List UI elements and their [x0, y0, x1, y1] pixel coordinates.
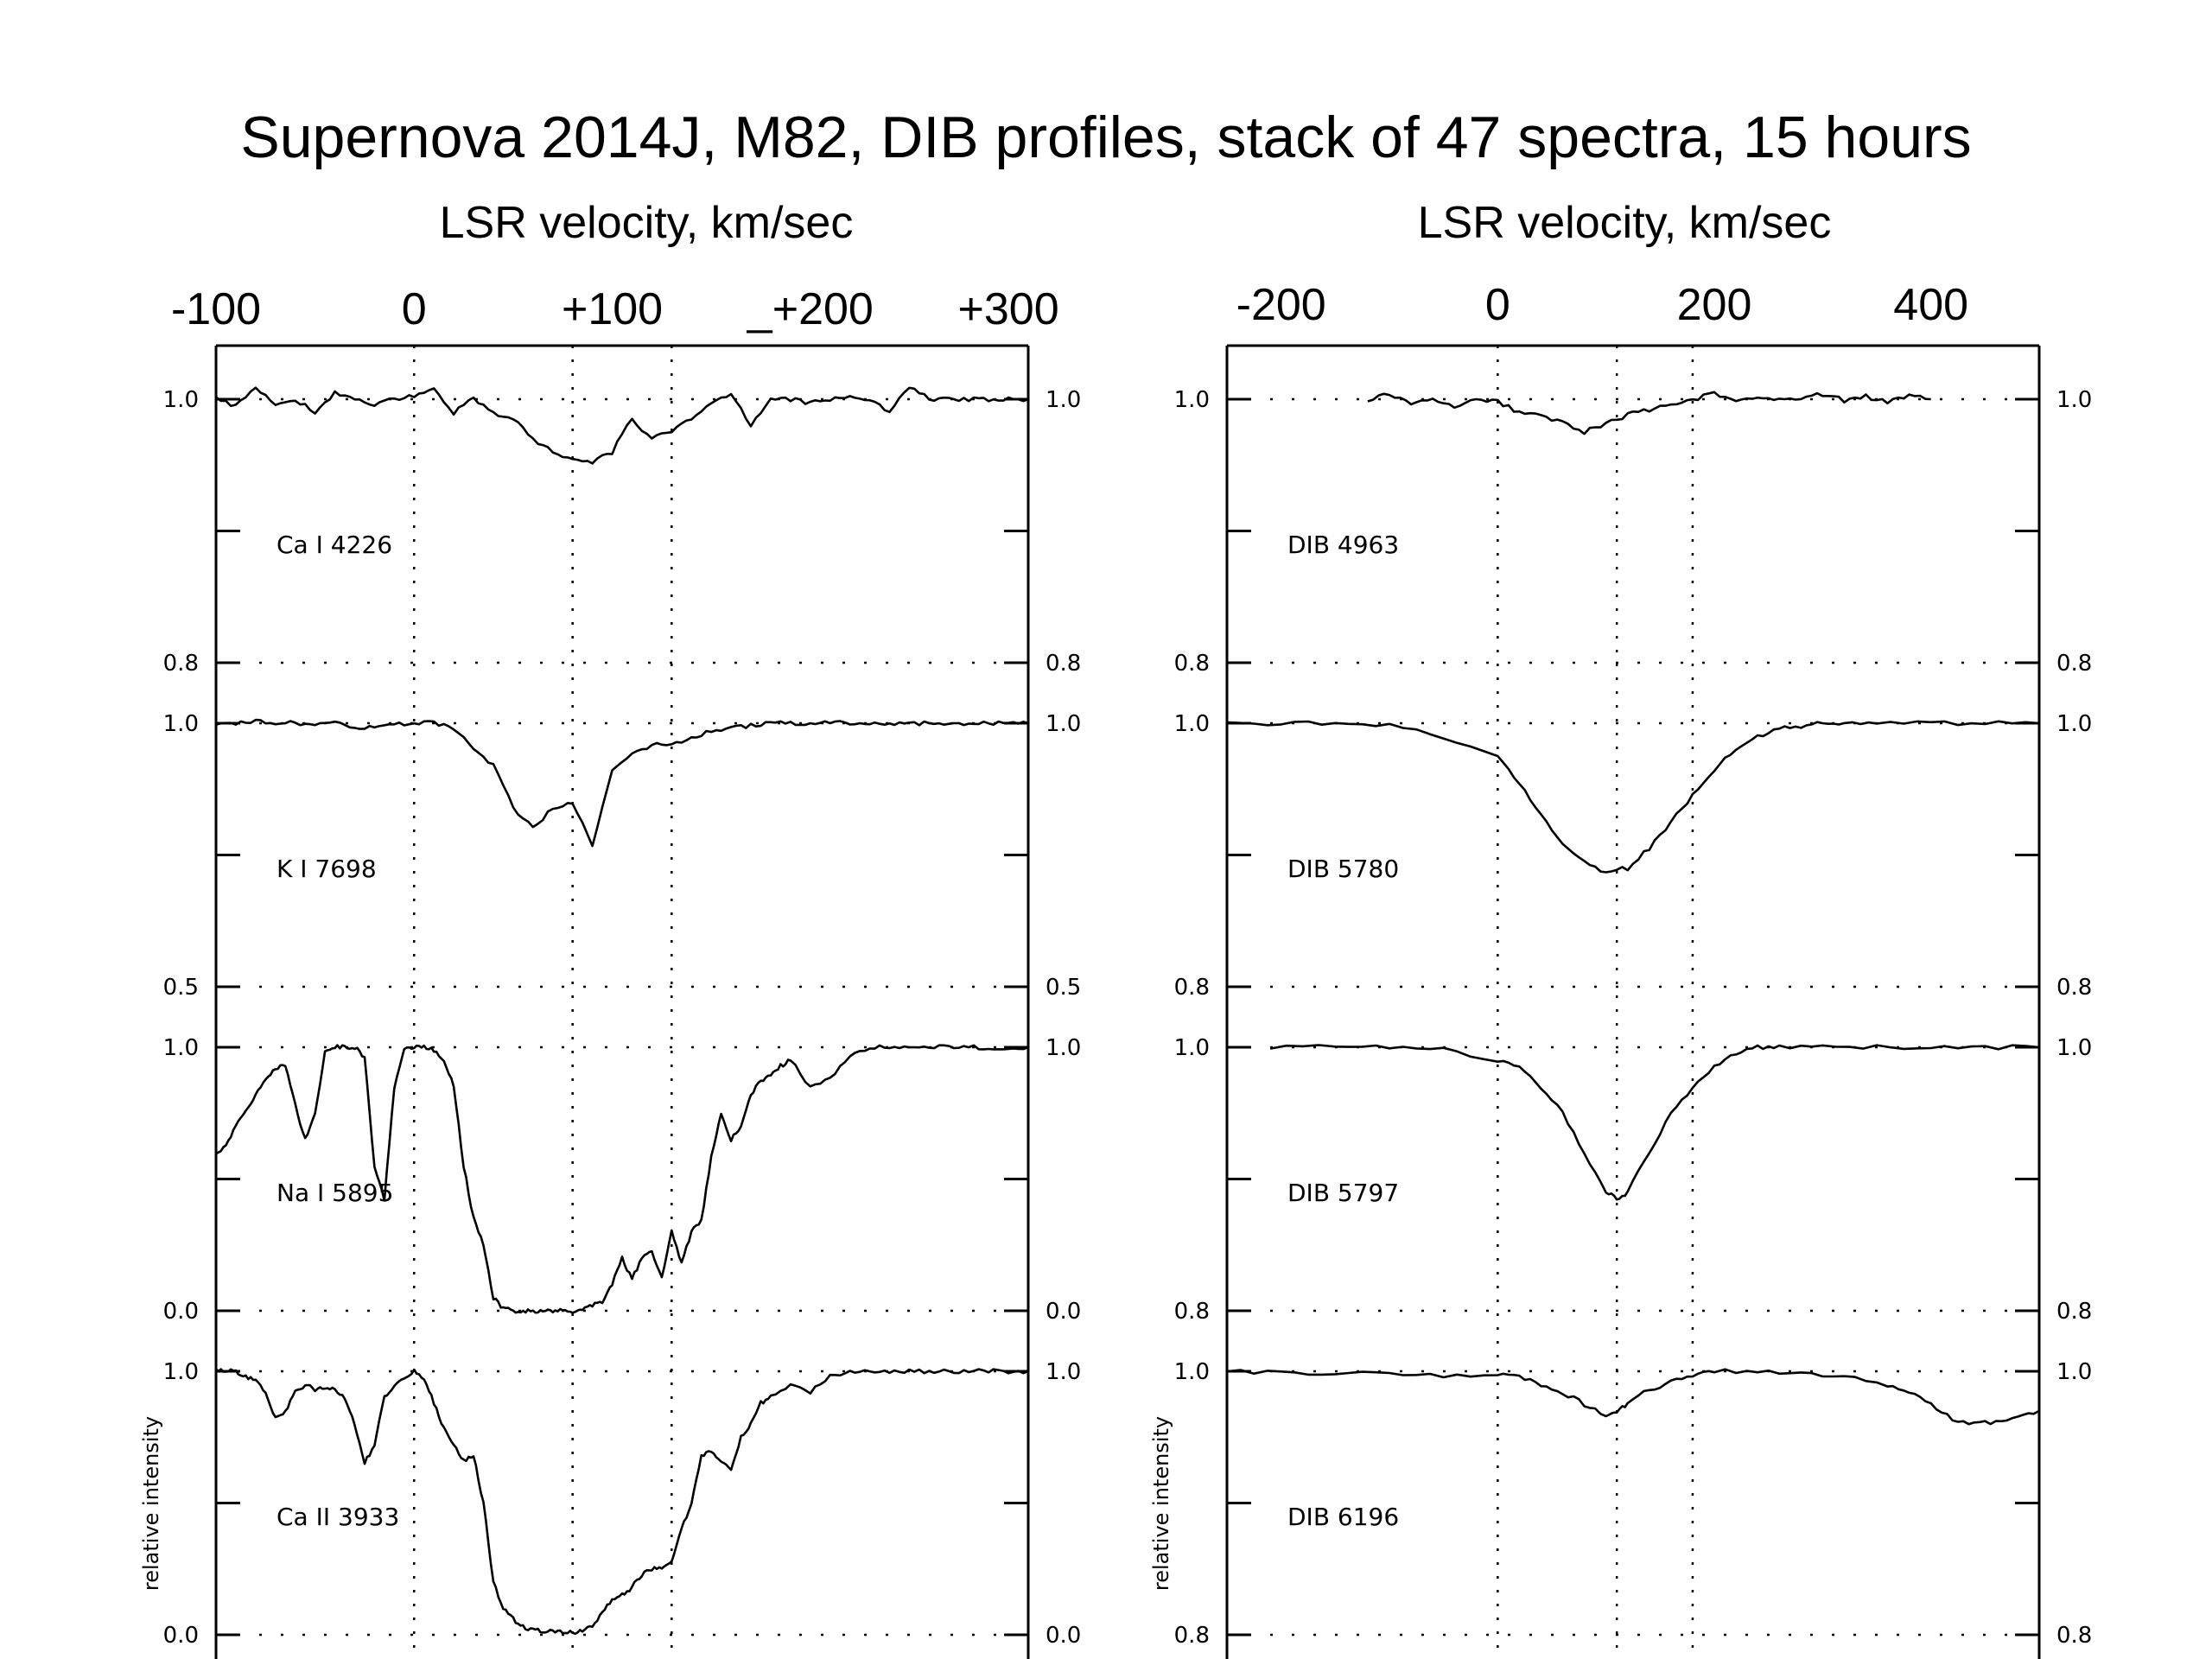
right-chart: LSR velocity, km/sec relative intensity …: [1149, 198, 2092, 1659]
right-y-axis-label: relative intensity: [1149, 1416, 1173, 1591]
right-ytick-label-right: 1.0: [2056, 1359, 2092, 1385]
left-top-tick-label: +100: [562, 284, 663, 334]
left-ytick-label-right: 1.0: [1046, 711, 1081, 737]
right-ytick-label-right: 1.0: [2056, 1035, 2092, 1061]
left-panels: -100 0 +100 _+200 +300 1.0 1.0 0.8 0.8 Ca I 4226 1…: [163, 284, 1081, 1659]
right-ytick-label-right: 0.8: [2056, 1299, 2092, 1325]
left-top-tick-label: _+200: [747, 284, 874, 334]
left-top-tick-label: +300: [958, 284, 1059, 334]
left-y-axis-label: relative intensity: [139, 1416, 163, 1591]
left-ytick-label-right: 1.0: [1046, 387, 1081, 413]
left-ytick-label-left: 1.0: [163, 1035, 199, 1061]
right-top-tick-label: 0: [1485, 280, 1510, 330]
left-panel-label: Ca I 4226: [276, 531, 392, 559]
right-ytick-label-right: 1.0: [2056, 387, 2092, 413]
right-ytick-label-left: 1.0: [1174, 387, 1210, 413]
left-ytick-label-right: 0.0: [1046, 1299, 1081, 1325]
right-top-tick-label: -200: [1236, 280, 1326, 330]
right-panels: -200 0 200 400 1.0 1.0 0.8 0.8 DIB 4963 1.0 1.0 0.8…: [1174, 280, 2092, 1659]
right-top-tick-label: 200: [1677, 280, 1752, 330]
left-ytick-label-right: 0.0: [1046, 1623, 1081, 1649]
right-ytick-label-left: 0.8: [1174, 1623, 1210, 1649]
right-ytick-label-left: 0.8: [1174, 1299, 1210, 1325]
left-ytick-label-left: 0.8: [163, 651, 199, 677]
right-panel-label: DIB 4963: [1287, 531, 1399, 559]
left-panel-label: Na I 5895: [276, 1179, 393, 1207]
right-spectrum-dib-6196: [1226, 1368, 2040, 1426]
left-ytick-label-left: 0.5: [163, 975, 199, 1001]
left-panel-label: Ca II 3933: [276, 1503, 399, 1531]
left-ytick-label-left: 1.0: [163, 1359, 199, 1385]
left-chart: LSR velocity, km/sec relative intensity …: [139, 198, 1081, 1659]
right-top-tick-label: 400: [1893, 280, 1968, 330]
left-ytick-label-right: 1.0: [1046, 1035, 1081, 1061]
right-ytick-label-left: 1.0: [1174, 1035, 1210, 1061]
left-ytick-label-right: 0.5: [1046, 975, 1081, 1001]
right-ytick-label-right: 1.0: [2056, 711, 2092, 737]
right-ytick-label-right: 0.8: [2056, 1623, 2092, 1649]
right-ytick-label-right: 0.8: [2056, 651, 2092, 677]
left-spectrum-na-i-5895: [215, 1044, 1029, 1314]
left-spectrum-ca-i-4226: [215, 386, 1029, 465]
right-spectrum-dib-5797: [1269, 1044, 2040, 1201]
right-spectrum-dib-4963: [1367, 391, 1931, 435]
left-panel-label: K I 7698: [276, 855, 377, 883]
right-panel-label: DIB 5797: [1287, 1179, 1399, 1207]
left-ytick-label-left: 0.0: [163, 1623, 199, 1649]
right-ytick-label-left: 1.0: [1174, 711, 1210, 737]
figure-title: Supernova 2014J, M82, DIB profiles, stac…: [240, 105, 1971, 170]
left-ytick-label-left: 0.0: [163, 1299, 199, 1325]
right-ytick-label-left: 1.0: [1174, 1359, 1210, 1385]
right-ytick-label-right: 0.8: [2056, 975, 2092, 1001]
right-axis-title: LSR velocity, km/sec: [1418, 198, 1832, 248]
right-spectrum-dib-5780: [1226, 720, 2040, 874]
left-top-tick-label: 0: [402, 284, 427, 334]
right-panel-label: DIB 5780: [1287, 855, 1399, 883]
left-spectrum-ca-ii-3933: [215, 1368, 1029, 1636]
left-top-tick-label: -100: [171, 284, 261, 334]
right-panel-label: DIB 6196: [1287, 1503, 1399, 1531]
right-ytick-label-left: 0.8: [1174, 651, 1210, 677]
left-spectrum-k-i-7698: [215, 718, 1029, 848]
left-ytick-label-right: 1.0: [1046, 1359, 1081, 1385]
right-ytick-label-left: 0.8: [1174, 975, 1210, 1001]
left-ytick-label-left: 1.0: [163, 711, 199, 737]
left-ytick-label-left: 1.0: [163, 387, 199, 413]
left-ytick-label-right: 0.8: [1046, 651, 1081, 677]
left-axis-title: LSR velocity, km/sec: [440, 198, 854, 248]
